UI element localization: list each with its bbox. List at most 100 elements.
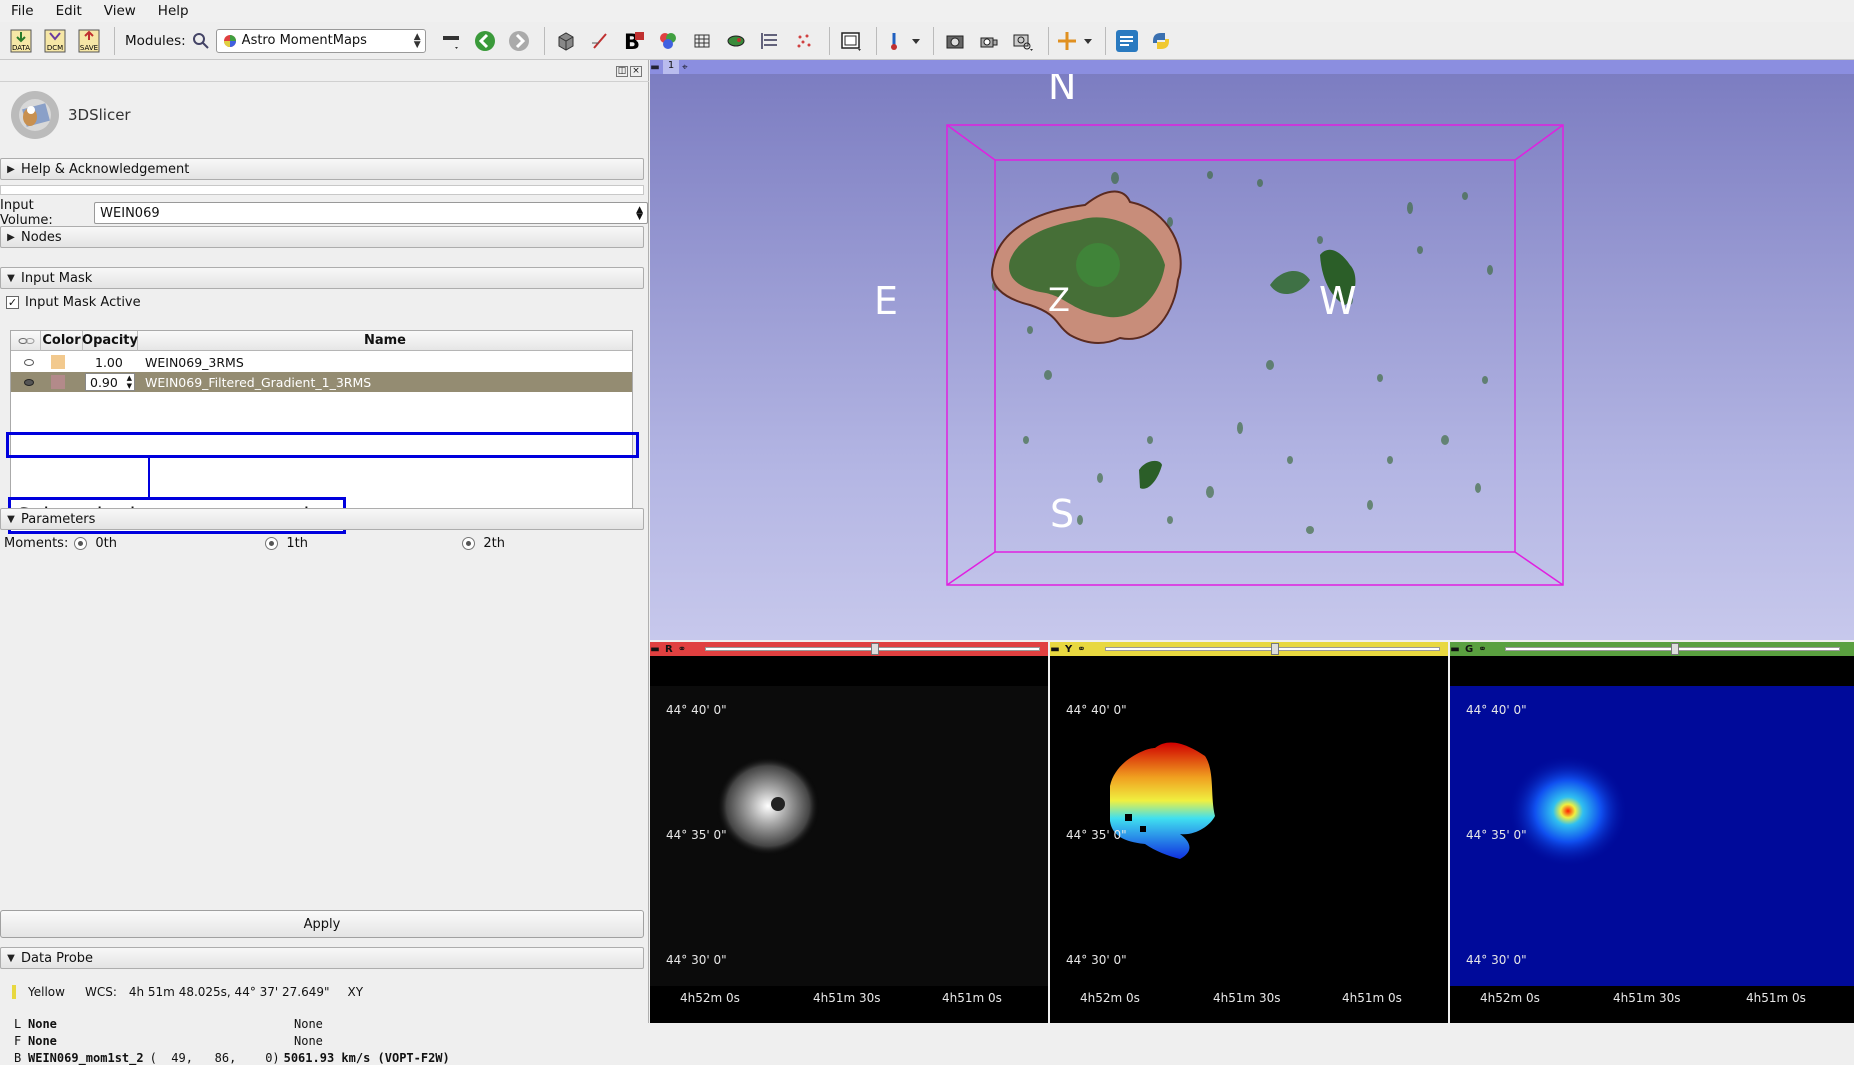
arrow-left-icon	[474, 30, 495, 51]
yellow-slice-offset-slider[interactable]	[1105, 643, 1440, 655]
opacity-column-header[interactable]: Opacity	[82, 331, 138, 351]
data-module-button[interactable]	[551, 26, 581, 56]
input-mask-section-label: Input Mask	[21, 270, 93, 286]
table-row-selected[interactable]: 0.90 ▲ ▼ WEIN069_Filtered_Gradient_1_3RMS	[11, 372, 632, 392]
slider-knob[interactable]	[1271, 643, 1279, 655]
segment-name-cell[interactable]: WEIN069_Filtered_Gradient_1_3RMS	[145, 374, 372, 390]
colors-button[interactable]	[653, 26, 683, 56]
volume-rendering-button[interactable]	[789, 26, 819, 56]
color-wheel-icon	[223, 34, 236, 47]
spin-arrows-icon[interactable]: ▲ ▼	[126, 374, 132, 390]
moment-2th-radio[interactable]	[462, 537, 476, 550]
extension-manager-button[interactable]	[1112, 26, 1142, 56]
screenshot-button[interactable]	[940, 26, 970, 56]
modules-label: Modules:	[125, 32, 186, 49]
dec-tick-label: 44° 35' 0"	[666, 828, 727, 842]
link-icon[interactable]: ⚭	[1478, 643, 1487, 655]
link-icon[interactable]: ⚭	[1077, 643, 1086, 655]
toolbar: DATA DCM SAVE Modules: Astro MomentMaps …	[0, 22, 1854, 60]
probe-key: L	[14, 1017, 22, 1031]
visibility-toggle[interactable]	[20, 372, 34, 392]
visibility-toggle[interactable]	[20, 352, 34, 372]
save-button[interactable]: SAVE	[74, 26, 104, 56]
layout-button[interactable]	[836, 26, 866, 56]
float-panel-icon[interactable]: ◫	[616, 66, 628, 77]
expanded-triangle-icon: ▼	[7, 952, 15, 964]
apply-button[interactable]: Apply	[0, 910, 644, 938]
moment-1th-radio[interactable]	[265, 537, 279, 550]
green-slice-offset-slider[interactable]	[1505, 643, 1840, 655]
opacity-value: 0.90	[90, 374, 118, 390]
markups-button[interactable]	[755, 26, 785, 56]
python-console-button[interactable]	[1146, 26, 1176, 56]
opacity-spinbox[interactable]: 0.90 ▲ ▼	[85, 373, 135, 391]
eye-header-icon	[18, 337, 34, 344]
moments-label: Moments:	[4, 536, 69, 551]
slice-label-r: R	[665, 643, 673, 655]
scene-view-button[interactable]	[974, 26, 1004, 56]
slider-knob[interactable]	[871, 643, 879, 655]
input-mask-active-checkbox[interactable]: ✓	[6, 296, 19, 309]
editor-button[interactable]	[585, 26, 615, 56]
pin-icon[interactable]: ▬	[1050, 643, 1060, 655]
view-options-icon[interactable]: ⌖	[682, 61, 688, 73]
moment-2th-label: 2th	[483, 536, 505, 551]
pin-icon[interactable]: ▬	[650, 61, 660, 73]
mouse-mode-button[interactable]	[883, 26, 923, 56]
yellow-slice-view[interactable]: 44° 40' 0" 44° 35' 0" 44° 30' 0" 4h52m 0…	[1050, 656, 1448, 1023]
probe-key: B	[14, 1051, 22, 1065]
link-icon[interactable]: ⚭	[677, 643, 687, 655]
module-search-button[interactable]	[190, 26, 212, 56]
segment-color-cell[interactable]	[47, 372, 65, 392]
nodes-section-header[interactable]: ▶ Nodes	[0, 226, 644, 248]
probe-view-name: Yellow	[28, 985, 65, 999]
scene-capture-button[interactable]	[1008, 26, 1038, 56]
moment-0th-radio[interactable]	[74, 537, 88, 550]
color-swatch	[51, 375, 65, 389]
models-button[interactable]	[721, 26, 751, 56]
data-probe-section-header[interactable]: ▼ Data Probe	[0, 947, 644, 969]
slider-knob[interactable]	[1671, 643, 1679, 655]
moment-1th-label: 1th	[286, 536, 308, 551]
segment-color-cell[interactable]	[47, 352, 65, 372]
visibility-column-header[interactable]	[11, 331, 41, 351]
green-slice-view[interactable]: 44° 40' 0" 44° 35' 0" 44° 30' 0" 4h52m 0…	[1450, 656, 1854, 1023]
moment2-image	[1508, 755, 1628, 867]
module-history-button[interactable]	[436, 26, 466, 56]
menu-file[interactable]: File	[11, 3, 34, 19]
load-data-button[interactable]: DATA	[6, 26, 36, 56]
load-dicom-button[interactable]: DCM	[40, 26, 70, 56]
menu-help[interactable]: Help	[157, 3, 189, 19]
green-slice-controller: ▬ G ⚭	[1450, 642, 1854, 656]
app-logo-text: 3DSlicer	[68, 106, 131, 124]
ra-tick-label: 4h51m 30s	[813, 991, 881, 1005]
color-column-header[interactable]: Color	[41, 331, 83, 351]
red-slice-view[interactable]: 44° 40' 0" 44° 35' 0" 44° 30' 0" 4h52m 0…	[650, 656, 1048, 1023]
expanded-triangle-icon: ▼	[7, 513, 15, 525]
segment-editor-button[interactable]: B	[619, 26, 649, 56]
segment-name-cell[interactable]: WEIN069_3RMS	[145, 354, 244, 370]
probe-header: Yellow WCS: 4h 51m 48.025s, 44° 37' 27.6…	[12, 985, 363, 999]
probe-line-b: B WEIN069_mom1st_2 ( 49, 86, 0) 5061.93 …	[14, 1051, 450, 1065]
pin-icon[interactable]: ▬	[650, 643, 660, 655]
menu-view[interactable]: View	[103, 3, 136, 19]
module-selector[interactable]: Astro MomentMaps ▲ ▼	[215, 28, 426, 53]
opacity-cell[interactable]: 1.00	[95, 354, 123, 370]
input-volume-selector[interactable]: WEIN069 ▲ ▼	[94, 202, 648, 224]
menu-edit[interactable]: Edit	[55, 3, 82, 19]
red-slice-offset-slider[interactable]	[705, 643, 1040, 655]
eye-open-icon	[24, 378, 34, 386]
red-slice-controller: ▬ R ⚭	[650, 642, 1048, 656]
back-button[interactable]	[470, 26, 500, 56]
3d-view[interactable]: N S E W Z	[650, 60, 1854, 640]
table-row[interactable]: 1.00 WEIN069_3RMS	[11, 352, 632, 372]
forward-button[interactable]	[504, 26, 534, 56]
help-section-header[interactable]: ▶ Help & Acknowledgement	[0, 158, 644, 180]
pin-icon[interactable]: ▬	[1450, 643, 1460, 655]
close-panel-icon[interactable]: ×	[630, 66, 642, 77]
parameters-section-header[interactable]: ▼ Parameters	[0, 508, 644, 530]
transforms-button[interactable]	[687, 26, 717, 56]
name-column-header[interactable]: Name	[138, 331, 632, 351]
crosshair-button[interactable]	[1055, 26, 1095, 56]
input-mask-section-header[interactable]: ▼ Input Mask	[0, 267, 644, 289]
